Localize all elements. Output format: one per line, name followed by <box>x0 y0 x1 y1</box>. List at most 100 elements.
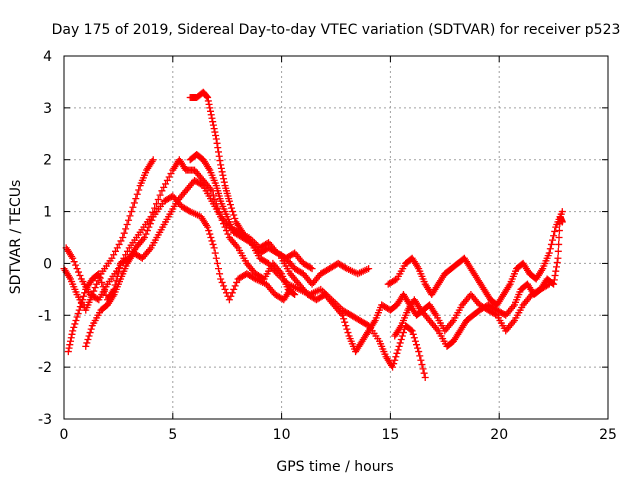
data-point <box>211 249 219 257</box>
data-point <box>67 334 75 342</box>
data-point <box>90 287 98 295</box>
data-points <box>60 88 566 382</box>
data-point <box>218 278 226 286</box>
data-point <box>547 240 555 248</box>
data-point <box>227 292 235 300</box>
axis-ticks <box>63 55 609 420</box>
data-point <box>123 221 131 229</box>
data-point <box>555 227 563 235</box>
data-point <box>231 214 239 222</box>
data-point <box>156 191 164 199</box>
data-point <box>217 275 225 283</box>
data-point <box>207 111 215 119</box>
y-tick-label: 3 <box>43 101 52 117</box>
data-point <box>87 325 95 333</box>
data-point <box>76 272 84 280</box>
data-point <box>212 135 220 143</box>
data-point <box>218 168 226 176</box>
data-point <box>141 234 149 241</box>
data-point <box>80 292 88 300</box>
data-point <box>408 327 416 335</box>
data-point <box>70 258 78 266</box>
data-point <box>214 144 222 152</box>
data-point <box>209 240 217 248</box>
data-point <box>98 278 106 286</box>
data-point <box>555 234 563 241</box>
data-point <box>413 341 421 349</box>
data-point <box>230 285 238 293</box>
data-point <box>225 197 233 205</box>
y-tick-label: 1 <box>43 205 52 221</box>
data-point <box>417 356 425 364</box>
data-point <box>129 203 137 211</box>
data-point <box>213 259 221 267</box>
data-point <box>217 161 225 169</box>
data-point <box>143 227 151 235</box>
data-point <box>75 268 83 276</box>
data-point <box>125 216 133 224</box>
data-point <box>231 282 239 290</box>
data-point <box>233 278 241 286</box>
data-point <box>290 290 298 298</box>
data-point <box>204 223 212 231</box>
data-point <box>67 337 75 345</box>
data-point <box>220 282 228 290</box>
data-point <box>553 263 561 271</box>
data-point <box>230 211 238 219</box>
data-point <box>555 240 563 248</box>
data-point <box>419 365 427 373</box>
data-point <box>545 249 553 257</box>
x-tick-label: 5 <box>168 427 177 443</box>
data-point <box>228 204 236 212</box>
data-point <box>207 107 215 115</box>
data-point <box>410 334 418 342</box>
data-point <box>81 289 89 297</box>
data-point <box>209 118 217 126</box>
data-point <box>339 311 347 319</box>
data-point <box>204 93 212 101</box>
data-point <box>68 330 76 338</box>
data-point <box>411 337 419 345</box>
data-point <box>72 261 80 269</box>
data-point <box>216 270 224 278</box>
data-point <box>114 268 122 276</box>
data-point <box>146 220 154 228</box>
data-point <box>73 265 81 273</box>
data-point <box>558 218 566 226</box>
data-point <box>212 254 220 262</box>
data-point <box>421 374 429 382</box>
data-point <box>291 291 299 299</box>
data-point <box>96 274 104 282</box>
data-point <box>409 330 417 338</box>
data-point <box>211 128 219 136</box>
data-point <box>75 306 83 314</box>
data-point <box>145 223 153 231</box>
x-tick-label: 10 <box>273 427 291 443</box>
data-point <box>208 114 216 122</box>
data-point <box>132 195 140 203</box>
data-point <box>229 208 237 216</box>
data-point <box>224 230 232 238</box>
data-point <box>363 321 371 329</box>
x-tick-label: 0 <box>60 427 69 443</box>
data-point <box>220 175 228 183</box>
data-point <box>142 230 150 238</box>
data-point <box>554 247 562 255</box>
data-point <box>66 341 74 349</box>
data-point <box>308 265 316 273</box>
data-point <box>420 369 428 377</box>
data-point <box>395 342 403 350</box>
data-point <box>343 325 351 333</box>
data-point <box>71 320 79 328</box>
data-point <box>391 356 399 364</box>
data-point <box>85 332 93 340</box>
data-point <box>552 267 560 275</box>
data-point <box>91 284 99 292</box>
data-point <box>550 276 558 284</box>
data-point <box>407 326 415 334</box>
data-point <box>74 310 82 318</box>
data-point <box>148 216 156 224</box>
data-point <box>83 339 91 347</box>
data-point <box>203 93 211 101</box>
